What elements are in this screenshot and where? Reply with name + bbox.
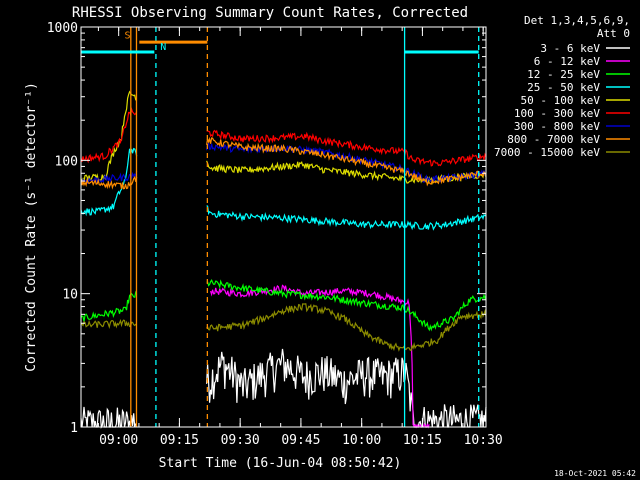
legend-entry-label: 100 - 300 keV — [514, 107, 600, 120]
y-tick-label: 10 — [62, 288, 78, 303]
series-line — [80, 136, 487, 190]
series-line — [80, 303, 487, 352]
series-line — [80, 278, 487, 332]
footer-timestamp: 18-Oct-2021 05:42 — [554, 469, 636, 478]
series-line — [210, 284, 430, 429]
x-axis-label: Start Time (16-Jun-04 08:50:42) — [159, 456, 402, 471]
legend-header: Att 0 — [597, 27, 630, 40]
x-tick-label: 09:30 — [221, 433, 260, 448]
legend-entry-label: 300 - 800 keV — [514, 120, 600, 133]
plot-frame — [80, 26, 487, 428]
legend-header: Det 1,3,4,5,6,9, — [524, 14, 630, 27]
series-line — [80, 147, 487, 231]
x-tick-label: 10:00 — [342, 433, 381, 448]
x-tick-label: 09:45 — [281, 433, 320, 448]
y-tick-label: 1000 — [47, 21, 78, 36]
legend-entry-label: 800 - 7000 keV — [507, 133, 600, 146]
x-tick-label: 10:15 — [403, 433, 442, 448]
legend-entry-label: 25 - 50 keV — [527, 81, 600, 94]
legend-entry-label: 6 - 12 keV — [534, 55, 601, 68]
series-line — [80, 348, 487, 429]
y-tick-label: 1 — [70, 421, 78, 436]
y-axis-label: Corrected Count Rate (s⁻¹ detector⁻¹) — [24, 82, 39, 372]
legend-entry-label: 7000 - 15000 keV — [494, 146, 600, 159]
chart-title: RHESSI Observing Summary Count Rates, Co… — [72, 5, 468, 21]
legend-entry-label: 3 - 6 keV — [540, 42, 600, 55]
flag-annotation: N — [160, 42, 166, 53]
y-tick-label: 100 — [55, 154, 78, 169]
legend-entry-label: 50 - 100 keV — [521, 94, 601, 107]
flag-annotation: S — [125, 30, 131, 41]
x-tick-label: 10:30 — [464, 433, 503, 448]
x-tick-label: 09:15 — [160, 433, 199, 448]
series-line — [80, 106, 487, 167]
legend-entry-label: 12 - 25 keV — [527, 68, 600, 81]
x-tick-label: 09:00 — [99, 433, 138, 448]
